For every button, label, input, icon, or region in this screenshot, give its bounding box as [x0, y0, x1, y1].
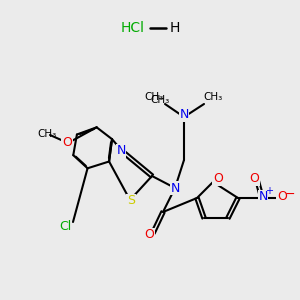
Text: N: N — [179, 109, 189, 122]
Text: CH₃: CH₃ — [203, 92, 223, 102]
Text: O: O — [62, 136, 72, 149]
Text: HCl: HCl — [121, 21, 145, 35]
Text: O: O — [213, 172, 223, 185]
Text: Cl: Cl — [59, 220, 71, 232]
Text: CH₃: CH₃ — [150, 95, 170, 105]
Text: N: N — [116, 145, 126, 158]
Text: +: + — [265, 186, 273, 196]
Text: S: S — [127, 194, 135, 208]
Text: O: O — [144, 229, 154, 242]
Text: H: H — [170, 21, 180, 35]
Text: CH₃: CH₃ — [144, 92, 164, 102]
Text: CH₃: CH₃ — [38, 129, 57, 139]
Text: O: O — [249, 172, 259, 185]
Text: −: − — [285, 188, 295, 200]
Text: O: O — [277, 190, 287, 203]
Text: N: N — [170, 182, 180, 194]
Text: N: N — [258, 190, 268, 203]
